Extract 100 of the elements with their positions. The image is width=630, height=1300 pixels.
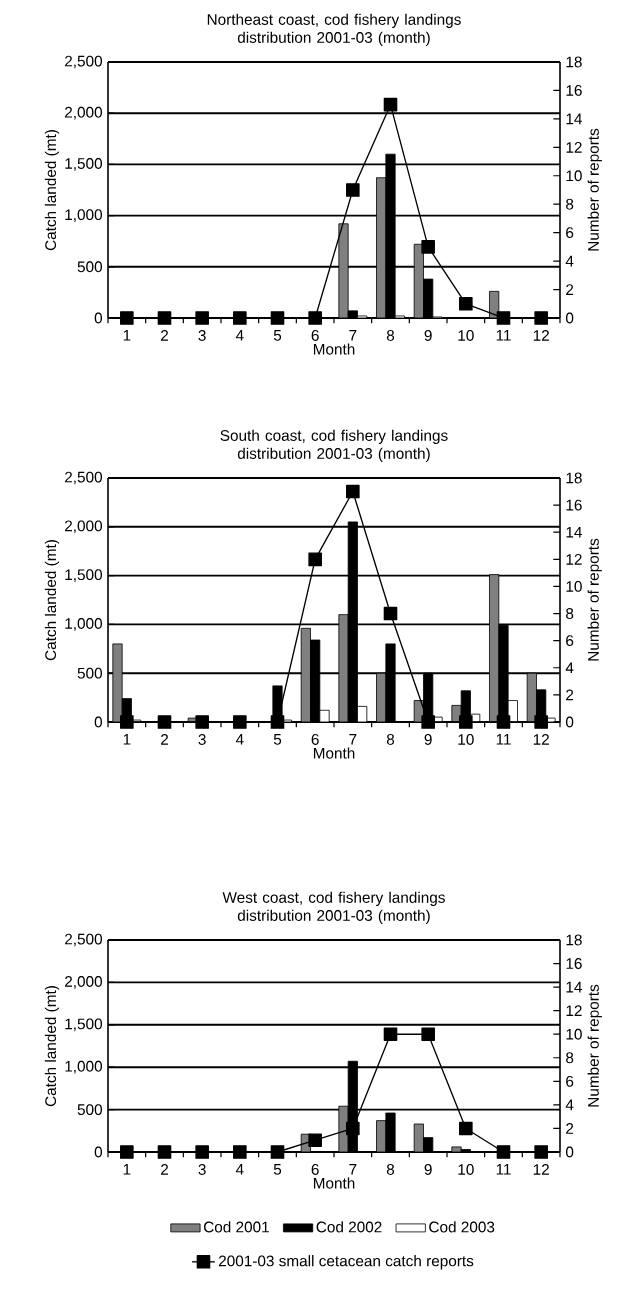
y2-tick-label: 0 <box>565 1146 574 1158</box>
x-tick-label: 10 <box>458 734 474 745</box>
y-tick-label: 2,500 <box>65 471 103 485</box>
x-tick-label: 10 <box>458 1164 474 1175</box>
y-tick-label: 1,500 <box>65 158 103 171</box>
y2-axis-title: Number of reports <box>587 984 602 1107</box>
x-tick-label: 10 <box>458 330 474 341</box>
x-tick-label: 3 <box>198 734 206 745</box>
x-tick-label: 8 <box>386 1164 395 1175</box>
x-tick-label: 4 <box>235 330 244 341</box>
x-axis-title: Month <box>313 1177 355 1189</box>
y2-tick-label: 14 <box>566 981 582 993</box>
y-axis-title: Catch landed (mt) <box>44 130 60 251</box>
x-tick-label: 12 <box>533 330 549 341</box>
x-tick-label: 6 <box>311 330 319 341</box>
y2-tick-label: 10 <box>566 1028 582 1040</box>
y-tick-label: 1,000 <box>65 1060 103 1074</box>
x-tick-label: 7 <box>349 1164 357 1175</box>
x-tick-label: 11 <box>496 330 511 341</box>
y-tick-label: 0 <box>94 312 103 324</box>
y2-tick-label: 4 <box>565 662 574 674</box>
y2-tick-label: 8 <box>566 1052 574 1064</box>
y2-axis-title: Number of reports <box>587 128 602 251</box>
y-tick-label: 1,500 <box>65 1018 103 1032</box>
y-tick-label: 500 <box>77 667 103 679</box>
y2-tick-label: 8 <box>566 608 574 619</box>
x-tick-label: 6 <box>311 1164 319 1175</box>
x-tick-label: 4 <box>235 1164 244 1175</box>
x-tick-label: 9 <box>424 1164 432 1175</box>
y-axis-title: Catch landed (mt) <box>44 986 60 1107</box>
y2-tick-label: 18 <box>566 934 582 946</box>
legend-label: 2001-03 small cetacean catch reports <box>218 1255 474 1270</box>
y2-tick-label: 12 <box>566 141 582 153</box>
x-tick-label: 5 <box>273 330 282 341</box>
y2-tick-label: 14 <box>566 113 582 125</box>
y2-tick-label: 18 <box>566 472 582 484</box>
legend-label: Cod 2003 <box>429 1221 495 1233</box>
x-axis-title: Month <box>313 343 355 355</box>
x-tick-label: 2 <box>161 734 168 745</box>
y2-tick-label: 6 <box>566 635 574 647</box>
x-tick-label: 1 <box>123 330 131 341</box>
x-tick-label: 9 <box>424 330 432 341</box>
x-tick-label: 7 <box>349 734 357 745</box>
y2-tick-label: 16 <box>566 499 582 511</box>
x-tick-label: 11 <box>496 734 511 745</box>
y2-tick-label: 16 <box>566 958 582 969</box>
y2-tick-label: 4 <box>565 1099 574 1111</box>
x-tick-label: 8 <box>386 330 395 341</box>
y2-tick-label: 12 <box>566 553 582 565</box>
y2-tick-label: 18 <box>566 56 582 68</box>
x-tick-label: 12 <box>533 1164 549 1175</box>
y2-tick-label: 0 <box>565 312 574 324</box>
x-tick-label: 1 <box>123 1164 131 1175</box>
y2-tick-label: 10 <box>566 170 582 182</box>
x-tick-label: 3 <box>198 1164 206 1175</box>
y2-tick-label: 2 <box>566 284 574 295</box>
legend-label: Cod 2001 <box>203 1221 269 1233</box>
x-tick-label: 8 <box>386 734 395 745</box>
x-tick-label: 9 <box>424 734 432 745</box>
x-tick-label: 5 <box>273 734 282 745</box>
x-axis-title: Month <box>313 747 355 759</box>
x-tick-label: 4 <box>235 734 244 745</box>
y2-tick-label: 8 <box>566 198 574 210</box>
x-tick-label: 5 <box>273 1164 282 1175</box>
x-tick-label: 7 <box>349 330 357 341</box>
y-tick-label: 2,000 <box>65 976 103 989</box>
y-tick-label: 1,000 <box>65 209 103 222</box>
y2-tick-label: 6 <box>566 227 574 239</box>
y2-axis-title: Number of reports <box>587 538 602 661</box>
y-tick-label: 1,500 <box>65 569 103 582</box>
x-tick-label: 3 <box>198 330 206 341</box>
y2-tick-label: 2 <box>566 1123 574 1134</box>
y2-tick-label: 6 <box>566 1075 574 1087</box>
y-tick-label: 500 <box>77 1104 103 1116</box>
x-tick-label: 2 <box>161 1164 168 1175</box>
x-tick-label: 12 <box>533 734 549 745</box>
y-tick-label: 2,000 <box>65 106 103 120</box>
chart-title: South coast, cod fishery landings distribution 2001-03 (month) <box>220 429 448 462</box>
y2-tick-label: 0 <box>565 716 574 728</box>
y-tick-label: 2,500 <box>65 933 103 947</box>
chart-title: Northeast coast, cod fishery landings distribution 2001-03 (month) <box>207 13 461 46</box>
y-axis-title: Catch landed (mt) <box>44 540 60 661</box>
x-tick-label: 2 <box>161 330 168 341</box>
y-tick-label: 1,000 <box>65 618 103 631</box>
y-tick-label: 2,500 <box>65 55 103 69</box>
x-tick-label: 1 <box>123 734 131 745</box>
y2-tick-label: 14 <box>566 526 582 538</box>
x-tick-label: 6 <box>311 734 319 745</box>
y-tick-label: 0 <box>94 1146 103 1158</box>
y-tick-label: 0 <box>94 716 103 728</box>
legend-label: Cod 2002 <box>316 1221 382 1233</box>
y-tick-label: 500 <box>77 261 103 273</box>
y2-tick-label: 16 <box>566 85 582 96</box>
chart-title: West coast, cod fishery landings distribution 2001-03 (month) <box>222 891 445 924</box>
y2-tick-label: 10 <box>566 581 582 592</box>
y2-tick-label: 2 <box>566 689 574 701</box>
y-tick-label: 2,000 <box>65 520 103 534</box>
y2-tick-label: 4 <box>565 255 574 267</box>
y2-tick-label: 12 <box>566 1005 582 1017</box>
x-tick-label: 11 <box>496 1164 511 1175</box>
